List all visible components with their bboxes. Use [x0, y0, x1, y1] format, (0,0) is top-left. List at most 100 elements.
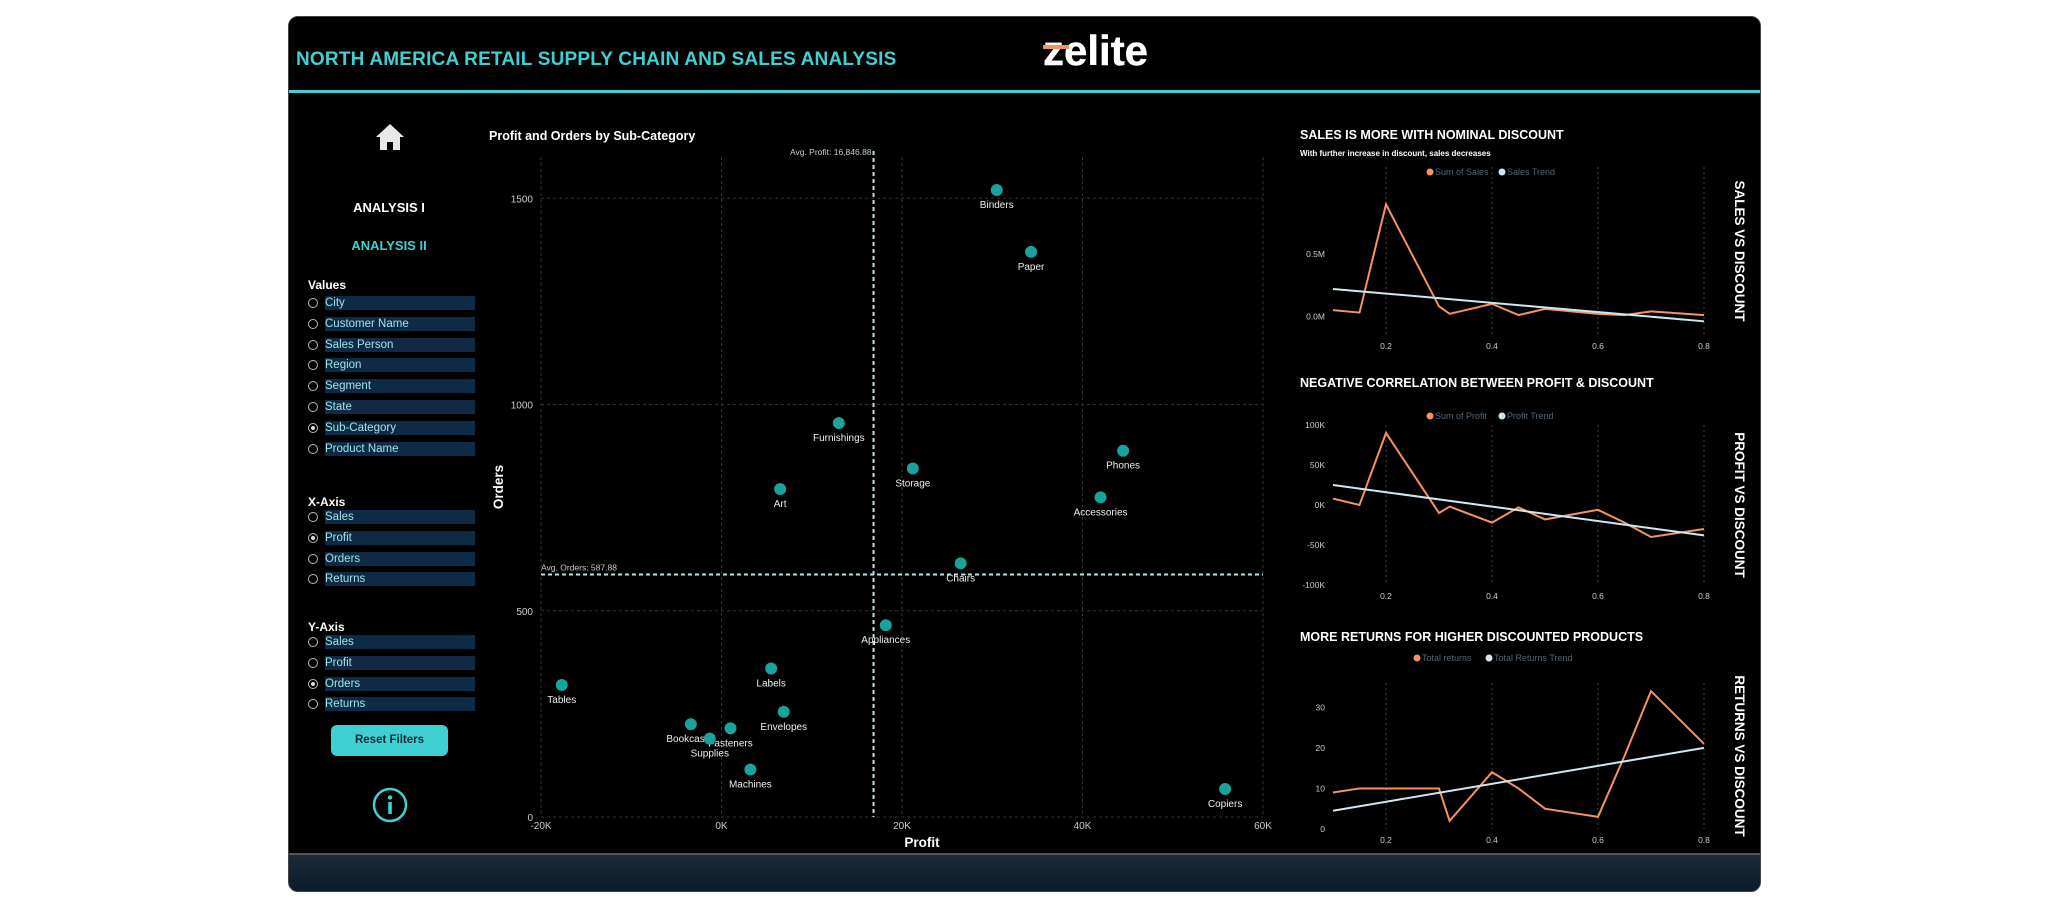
nav-analysis-1[interactable]: ANALYSIS I [353, 200, 425, 215]
scatter-point [765, 662, 778, 675]
radio-icon[interactable] [308, 512, 318, 522]
scatter-point [744, 763, 757, 776]
y-tick-label: 10 [1316, 783, 1326, 793]
scatter-point [1025, 245, 1038, 258]
x-tick-label: 0.2 [1380, 591, 1392, 601]
nav-analysis-2[interactable]: ANALYSIS II [351, 238, 427, 253]
scatter-point [954, 557, 967, 570]
xaxis-option[interactable]: Returns [308, 572, 476, 587]
scatter-point [724, 722, 737, 735]
home-icon[interactable] [375, 123, 405, 151]
radio-icon[interactable] [308, 699, 318, 710]
point-label: Fasteners [708, 738, 752, 749]
x-tick-label: 0.6 [1592, 835, 1604, 845]
series-line [1332, 689, 1705, 823]
values-option[interactable]: Sales Person [308, 337, 476, 353]
x-axis-label: Profit [904, 835, 940, 849]
returns-discount-chart: MORE RETURNS FOR HIGHER DISCOUNTED PRODU… [1300, 630, 1747, 845]
radio-icon[interactable] [308, 532, 318, 543]
yaxis-option[interactable]: Returns [308, 697, 476, 712]
point-label: Accessories [1074, 507, 1128, 518]
yaxis-option[interactable]: Orders [308, 676, 476, 692]
x-tick-label: 0.2 [1380, 835, 1392, 845]
xaxis-option[interactable]: Sales [308, 510, 476, 525]
radio-icon[interactable] [308, 339, 318, 350]
trend-line [1332, 287, 1705, 323]
xaxis-title: X-Axis [308, 495, 346, 509]
scatter-point [555, 679, 568, 691]
values-option[interactable]: Sub-Category [308, 420, 476, 436]
radio-icon[interactable] [308, 422, 318, 433]
xaxis-option-label: Returns [325, 572, 475, 587]
values-option-label: Region [325, 358, 475, 373]
values-title: Values [308, 278, 347, 292]
radio-icon[interactable] [308, 657, 318, 668]
header-divider [289, 90, 1760, 93]
footer-bar [289, 853, 1760, 891]
values-option[interactable]: Region [308, 358, 476, 373]
point-label: Supplies [691, 749, 729, 760]
radio-icon[interactable] [308, 553, 318, 564]
sales-discount-chart: SALES IS MORE WITH NOMINAL DISCOUNT With … [1300, 128, 1747, 351]
radio-icon[interactable] [308, 574, 318, 585]
yaxis-option[interactable]: Sales [308, 635, 476, 650]
x-tick-label: -20K [530, 821, 551, 832]
point-label: Paper [1018, 262, 1045, 273]
sidebar: ANALYSIS I ANALYSIS II Values City Custom… [289, 97, 489, 847]
values-option[interactable]: Customer Name [308, 316, 476, 332]
y-tick-label: -50K [1307, 540, 1325, 550]
reset-filters-button[interactable]: Reset Filters [331, 725, 448, 756]
x-tick-label: 0K [715, 821, 728, 832]
trend-line [1332, 746, 1705, 812]
xaxis-option[interactable]: Profit [308, 530, 476, 546]
values-option-label: State [325, 400, 475, 414]
avg-profit-label: Avg. Profit: 16,846.88 [790, 147, 872, 157]
zelite-logo: zelite [1043, 29, 1148, 73]
avg-orders-label: Avg. Orders: 587.88 [541, 562, 617, 572]
yaxis-option-label: Returns [325, 697, 475, 712]
scatter-point [1219, 782, 1232, 795]
y-tick-label: 0 [527, 813, 533, 824]
legend-trend-label: Profit Trend [1507, 411, 1554, 421]
values-option-label: City [325, 296, 475, 310]
info-icon[interactable] [371, 786, 409, 824]
xaxis-option[interactable]: Orders [308, 551, 476, 567]
yaxis-option[interactable]: Profit [308, 655, 476, 671]
radio-icon[interactable] [308, 402, 318, 412]
line-chart-subtitle: With further increase in discount, sales… [1300, 149, 1491, 158]
logo-accent [1043, 45, 1069, 49]
line-chart-title: SALES IS MORE WITH NOMINAL DISCOUNT [1300, 128, 1564, 142]
values-option-label: Segment [325, 379, 475, 394]
profit-discount-chart: NEGATIVE CORRELATION BETWEEN PROFIT & DI… [1300, 376, 1747, 601]
yaxis-option-label: Sales [325, 635, 475, 649]
legend-trend-icon [1498, 412, 1506, 420]
xaxis-option-label: Profit [325, 530, 475, 545]
values-option[interactable]: City [308, 296, 476, 311]
x-tick-label: 20K [893, 821, 911, 832]
point-label: Machines [729, 780, 772, 791]
xaxis-option-label: Orders [325, 551, 475, 566]
yaxis-option-label: Profit [325, 655, 475, 670]
radio-icon[interactable] [308, 637, 318, 647]
xaxis-option-label: Sales [325, 510, 475, 524]
series-line [1332, 430, 1705, 539]
radio-icon[interactable] [308, 678, 318, 689]
radio-icon[interactable] [308, 298, 318, 308]
side-title: SALES VS DISCOUNT [1732, 180, 1747, 322]
point-label: Chairs [946, 573, 975, 584]
values-option[interactable]: Product Name [308, 441, 476, 457]
y-tick-label: 1500 [511, 194, 534, 205]
values-option-label: Sales Person [325, 337, 475, 352]
point-label: Labels [756, 679, 785, 690]
x-tick-label: 0.8 [1698, 591, 1710, 601]
radio-icon[interactable] [308, 443, 318, 454]
values-option[interactable]: State [308, 400, 476, 415]
radio-icon[interactable] [308, 318, 318, 329]
y-tick-label: 50K [1310, 460, 1325, 470]
values-option[interactable]: Segment [308, 379, 476, 394]
y-tick-label: 0K [1315, 500, 1326, 510]
point-label: Furnishings [813, 433, 865, 444]
scatter-point [832, 417, 845, 430]
radio-icon[interactable] [308, 360, 318, 371]
radio-icon[interactable] [308, 381, 318, 392]
